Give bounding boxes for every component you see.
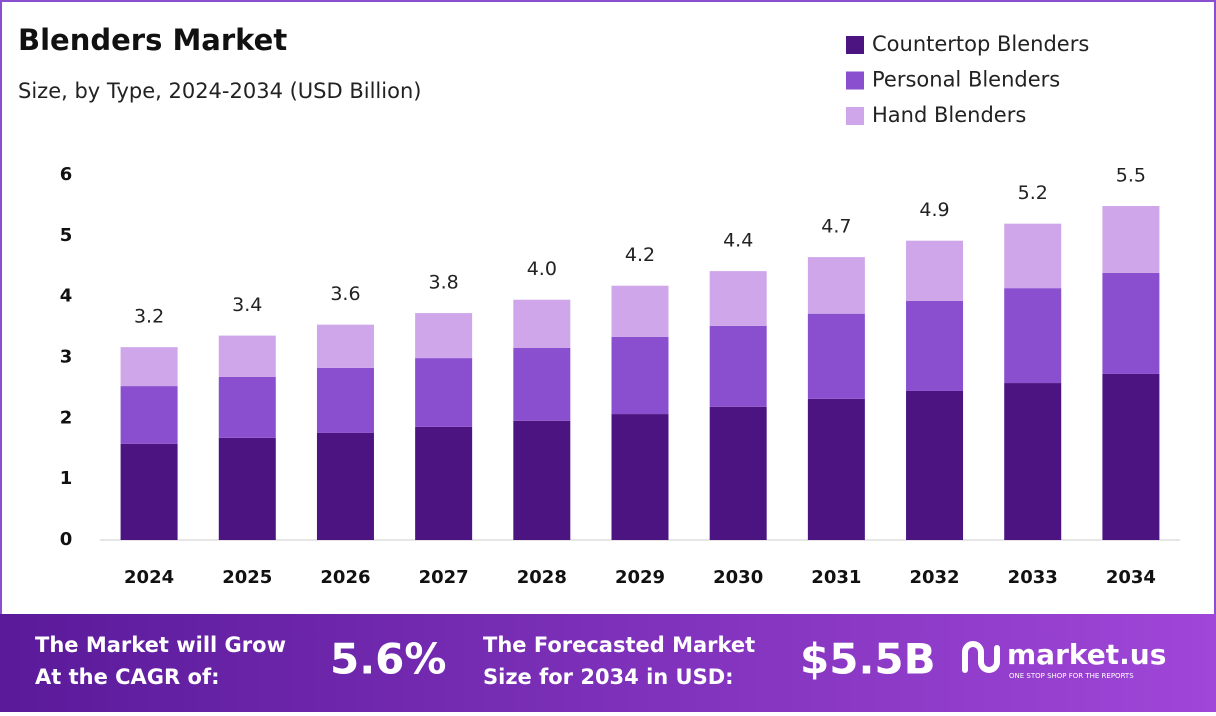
bar-segment bbox=[906, 300, 964, 391]
bar-segment bbox=[611, 414, 669, 540]
y-tick-label: 0 bbox=[60, 529, 73, 550]
legend-swatch bbox=[846, 36, 864, 54]
footer-value: 5.6% bbox=[330, 635, 446, 684]
bar-segment bbox=[415, 358, 473, 427]
x-tick-label: 2031 bbox=[811, 567, 861, 588]
y-tick-label: 3 bbox=[60, 347, 73, 368]
bar-segment bbox=[807, 313, 865, 399]
bar-segment bbox=[906, 390, 964, 540]
legend-label: Hand Blenders bbox=[872, 103, 1026, 127]
bar-segment bbox=[120, 347, 178, 387]
total-label: 4.7 bbox=[821, 216, 851, 238]
bar-segment bbox=[316, 367, 374, 433]
footer-text: The Market will Grow bbox=[35, 633, 286, 657]
legend-label: Personal Blenders bbox=[872, 68, 1060, 92]
bar-segment bbox=[316, 432, 374, 540]
bar-segment bbox=[1102, 206, 1160, 273]
bar-segment bbox=[415, 313, 473, 359]
total-label: 4.2 bbox=[625, 244, 655, 266]
y-tick-label: 1 bbox=[60, 468, 73, 489]
x-tick-label: 2030 bbox=[713, 567, 763, 588]
bar-segment bbox=[1102, 373, 1160, 540]
bar-segment bbox=[709, 325, 767, 407]
bar-segment bbox=[807, 398, 865, 540]
total-label: 4.9 bbox=[919, 199, 949, 221]
legend-swatch bbox=[846, 71, 864, 90]
footer-text: Size for 2034 in USD: bbox=[483, 665, 734, 689]
y-tick-label: 5 bbox=[60, 225, 73, 246]
x-tick-label: 2033 bbox=[1008, 567, 1058, 588]
brand: market.us bbox=[1007, 638, 1166, 671]
chart-title: Blenders Market bbox=[18, 23, 287, 57]
total-label: 3.2 bbox=[134, 306, 164, 328]
total-label: 3.6 bbox=[330, 283, 360, 305]
bar-segment bbox=[513, 347, 571, 421]
x-tick-label: 2024 bbox=[124, 567, 174, 588]
bar-segment bbox=[1102, 272, 1160, 374]
x-tick-label: 2025 bbox=[222, 567, 272, 588]
total-label: 5.5 bbox=[1116, 165, 1146, 187]
x-tick-label: 2026 bbox=[320, 567, 370, 588]
bar-segment bbox=[709, 406, 767, 540]
y-tick-label: 2 bbox=[60, 407, 73, 428]
bar-segment bbox=[611, 285, 669, 337]
bar-segment bbox=[120, 386, 178, 444]
footer-text: The Forecasted Market bbox=[483, 633, 755, 657]
legend-label: Countertop Blenders bbox=[872, 32, 1089, 56]
bar-segment bbox=[709, 271, 767, 326]
legend-swatch bbox=[846, 107, 864, 125]
y-tick-label: 6 bbox=[60, 164, 73, 185]
bar-segment bbox=[513, 420, 571, 540]
bar-segment bbox=[1004, 288, 1062, 384]
bar-segment bbox=[1004, 223, 1062, 289]
footer-value: $5.5B bbox=[800, 635, 936, 684]
x-tick-label: 2034 bbox=[1106, 567, 1156, 588]
x-tick-label: 2029 bbox=[615, 567, 665, 588]
x-tick-label: 2032 bbox=[909, 567, 959, 588]
chart-subtitle: Size, by Type, 2024-2034 (USD Billion) bbox=[18, 79, 421, 103]
bar-segment bbox=[120, 443, 178, 540]
bar-segment bbox=[218, 376, 276, 438]
x-tick-label: 2028 bbox=[517, 567, 567, 588]
bar-segment bbox=[415, 426, 473, 540]
footer-text: At the CAGR of: bbox=[35, 665, 220, 689]
total-label: 4.0 bbox=[527, 258, 557, 280]
bar-segment bbox=[906, 240, 964, 301]
bar-segment bbox=[316, 324, 374, 368]
total-label: 3.4 bbox=[232, 294, 262, 316]
total-label: 3.8 bbox=[429, 272, 459, 294]
bar-segment bbox=[513, 299, 571, 348]
y-tick-label: 4 bbox=[60, 286, 73, 307]
bar-segment bbox=[1004, 383, 1062, 540]
bar-segment bbox=[218, 437, 276, 540]
logo-icon bbox=[962, 641, 1000, 673]
bar-segment bbox=[611, 336, 669, 415]
tagline: ONE STOP SHOP FOR THE REPORTS bbox=[1009, 672, 1134, 680]
bar-segment bbox=[807, 257, 865, 314]
bar-segment bbox=[218, 335, 276, 377]
footer-band bbox=[0, 614, 1216, 712]
total-label: 5.2 bbox=[1018, 182, 1048, 204]
total-label: 4.4 bbox=[723, 230, 753, 252]
x-tick-label: 2027 bbox=[419, 567, 469, 588]
